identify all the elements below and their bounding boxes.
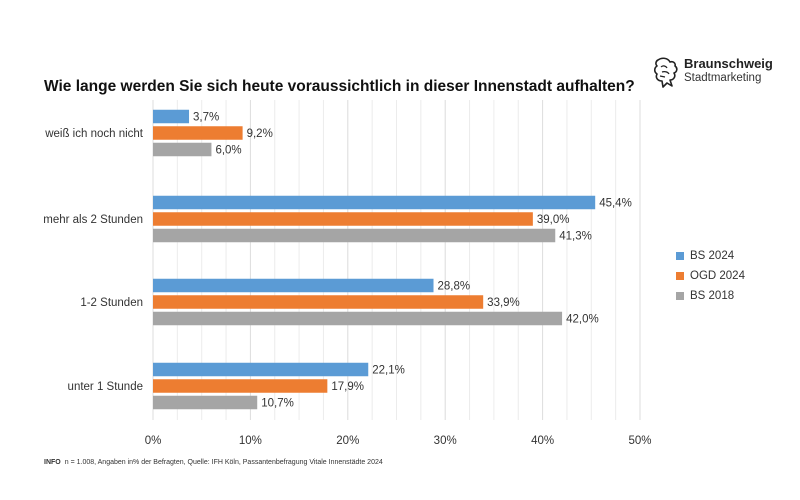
- category-label: 1-2 Stunden: [80, 297, 143, 309]
- x-tick-label: 40%: [531, 435, 554, 447]
- bar-bs-2024: [153, 109, 190, 124]
- footnote: INFO n = 1.008, Angaben in% der Befragten…: [44, 459, 383, 466]
- legend-label: OGD 2024: [690, 270, 745, 282]
- data-label: 45,4%: [599, 198, 632, 210]
- legend-swatch: [676, 292, 684, 300]
- chart-title: Wie lange werden Sie sich heute voraussi…: [44, 78, 635, 95]
- data-label: 28,8%: [438, 281, 471, 293]
- legend-item: OGD 2024: [676, 266, 745, 286]
- logo-subtitle: Stadtmarketing: [684, 72, 762, 84]
- footnote-label: INFO: [44, 459, 61, 466]
- x-tick-label: 20%: [336, 435, 359, 447]
- data-label: 3,7%: [193, 112, 219, 124]
- bar-bs-2024: [153, 278, 434, 293]
- x-tick-label: 10%: [239, 435, 262, 447]
- category-label: unter 1 Stunde: [68, 381, 143, 393]
- bar-bs-2018: [153, 228, 556, 243]
- legend-label: BS 2018: [690, 290, 735, 302]
- brand-logo: Braunschweig Stadtmarketing: [652, 55, 773, 91]
- legend-item: BS 2024: [676, 246, 745, 266]
- data-label: 17,9%: [331, 381, 364, 393]
- category-label: weiß ich noch nicht: [44, 128, 144, 140]
- legend-item: BS 2018: [676, 286, 745, 306]
- bar-ogd-2024: [153, 212, 533, 226]
- data-label: 41,3%: [559, 231, 592, 243]
- bar-ogd-2024: [153, 126, 243, 140]
- data-label: 33,9%: [487, 297, 520, 309]
- data-label: 22,1%: [372, 365, 405, 377]
- bar-ogd-2024: [153, 295, 484, 309]
- data-label: 10,7%: [261, 398, 294, 410]
- data-label: 6,0%: [215, 145, 241, 157]
- legend-swatch: [676, 252, 684, 260]
- footnote-text: n = 1.008, Angaben in% der Befragten, Qu…: [64, 459, 383, 466]
- x-tick-label: 50%: [628, 435, 651, 447]
- bar-bs-2018: [153, 142, 212, 157]
- bar-bs-2018: [153, 311, 563, 326]
- x-tick-label: 0%: [145, 435, 162, 447]
- lion-icon: [653, 57, 678, 88]
- data-label: 39,0%: [537, 214, 570, 226]
- data-label: 42,0%: [566, 314, 599, 326]
- bar-ogd-2024: [153, 379, 328, 393]
- data-label: 9,2%: [247, 128, 273, 140]
- category-label: mehr als 2 Stunden: [43, 214, 143, 226]
- logo-name: Braunschweig: [684, 56, 773, 71]
- chart-legend: BS 2024 OGD 2024 BS 2018: [676, 246, 745, 306]
- x-tick-label: 30%: [434, 435, 457, 447]
- legend-swatch: [676, 272, 684, 280]
- bar-bs-2018: [153, 395, 258, 410]
- bar-bs-2024: [153, 195, 596, 210]
- bar-bs-2024: [153, 362, 369, 377]
- legend-label: BS 2024: [690, 250, 735, 262]
